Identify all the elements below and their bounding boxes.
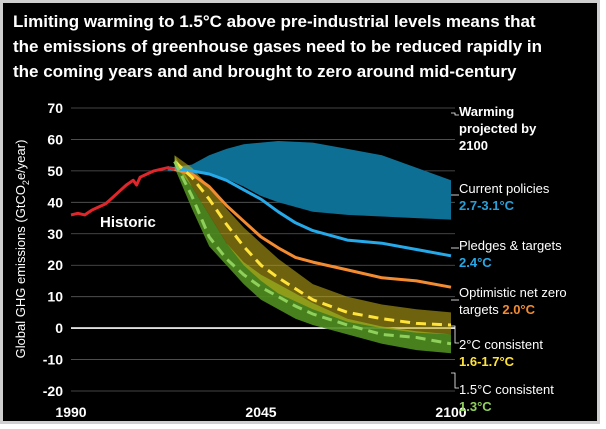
y-tick-label: -10 [43, 352, 63, 368]
y-tick-label: 0 [55, 320, 63, 336]
line-historic [70, 166, 175, 217]
legend-heading-line-3: 2100 [459, 138, 488, 153]
y-tick-label: 70 [47, 100, 63, 116]
line-15c-median [173, 160, 452, 346]
x-tick-label: 1990 [55, 404, 86, 420]
legend-pledges-targets: Pledges & targets 2.4°C [459, 237, 562, 271]
legend-heading-line-2: projected by [459, 121, 537, 136]
annotation-historic: Historic [100, 214, 156, 231]
legend-15c-consistent: 1.5°C consistent 1.3°C [459, 381, 554, 415]
y-axis-label: Global GHG emissions (GtCO2e/year) [13, 140, 31, 359]
legend-2c-value: 1.6-1.7°C [459, 354, 515, 369]
y-tick-label: 30 [47, 226, 63, 242]
legend-optimistic-name-line-1: Optimistic net zero [459, 285, 567, 300]
title-line-1: Limiting warming to 1.5°C above pre-indu… [13, 12, 536, 31]
line-2c-median [173, 160, 452, 327]
legend-connector [451, 112, 459, 116]
legend-2c-name: 2°C consistent [459, 337, 543, 352]
legend-2c-consistent: 2°C consistent 1.6-1.7°C [459, 336, 543, 370]
legend-heading: Warming projected by 2100 [459, 103, 536, 154]
legend-heading-line-1: Warming [459, 104, 515, 119]
x-tick-label: 2100 [435, 404, 466, 420]
chart-frame: Limiting warming to 1.5°C above pre-indu… [0, 0, 600, 424]
line-optimistic-net-zero [167, 166, 452, 289]
legend-current-policies-name: Current policies [459, 181, 550, 196]
line-pledges-targets [167, 166, 452, 258]
legend-optimistic-net-zero: Optimistic net zero targets 2.0°C [459, 284, 567, 318]
legend-current-policies-value: 2.7-3.1°C [459, 198, 515, 213]
legend-pledges-value: 2.4°C [459, 255, 492, 270]
legend-15c-name: 1.5°C consistent [459, 382, 554, 397]
y-tick-label: 20 [47, 257, 63, 273]
current-policies-band [167, 141, 451, 220]
y-tick-label: -20 [43, 383, 63, 399]
legend-optimistic-name-line-2: targets [459, 302, 503, 317]
y-tick-label: 40 [47, 194, 63, 210]
legend-current-policies: Current policies 2.7-3.1°C [459, 180, 549, 214]
legend-pledges-name: Pledges & targets [459, 238, 562, 253]
legend-connector [451, 372, 459, 389]
legend-15c-value: 1.3°C [459, 399, 492, 414]
legend-optimistic-value: 2.0°C [502, 302, 536, 317]
title-line-3: the coming years and and brought to zero… [13, 62, 517, 81]
y-tick-label: 50 [47, 163, 63, 179]
y-tick-label: 10 [47, 289, 63, 305]
emissions-chart: 70 60 50 40 30 20 10 0 -10 -20 1990 2045 2100 Global … [13, 100, 467, 420]
y-tick-label: 60 [47, 131, 63, 147]
legend-connector [451, 325, 459, 344]
title-line-2: the emissions of greenhouse gases need t… [13, 37, 543, 56]
chart-title: Limiting warming to 1.5°C above pre-indu… [13, 9, 597, 84]
x-tick-label: 2045 [245, 404, 276, 420]
